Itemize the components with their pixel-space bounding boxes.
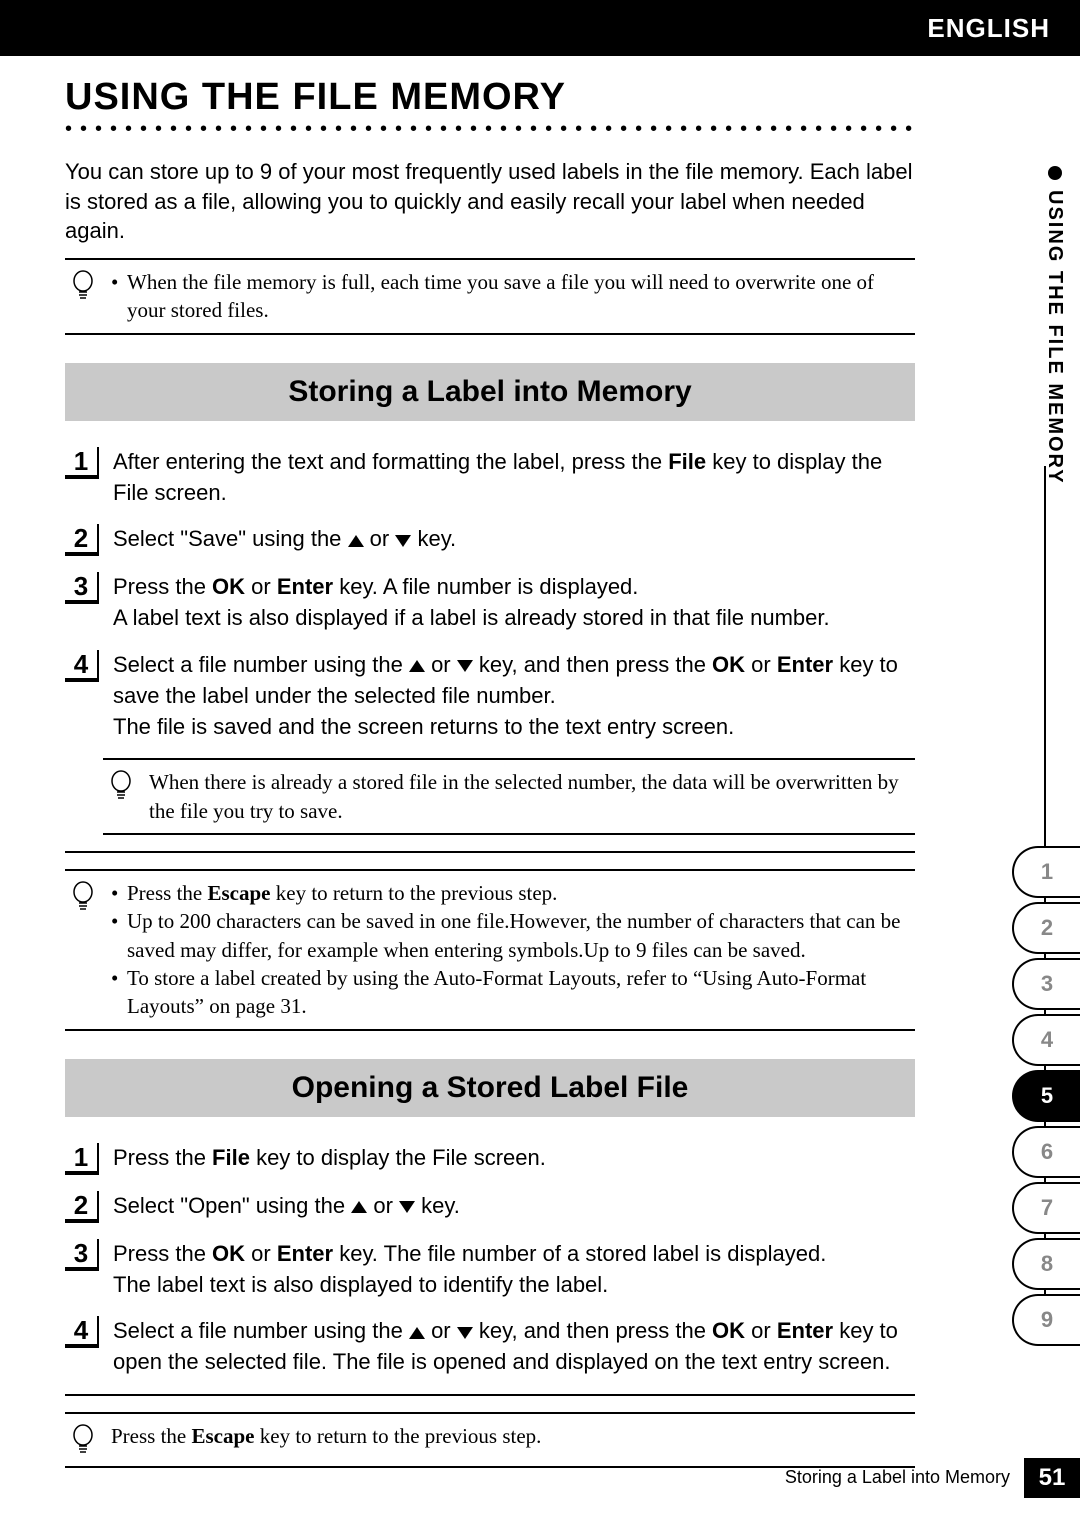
footer-label: Storing a Label into Memory [785, 1467, 1010, 1488]
note-text: When there is already a stored file in t… [149, 768, 911, 825]
triangle-up-icon [348, 535, 364, 547]
section-heading-opening: Opening a Stored Label File [65, 1059, 915, 1117]
note-box-top: When the file memory is full, each time … [65, 258, 915, 335]
step-3: 3 Press the OK or Enter key. A file numb… [65, 572, 915, 634]
step-number: 4 [65, 1316, 99, 1348]
step-body: Select "Save" using the or key. [113, 524, 915, 556]
lightbulb-icon [69, 879, 97, 1021]
lightbulb-icon [69, 268, 97, 325]
step-number: 2 [65, 1191, 99, 1223]
triangle-down-icon [457, 1327, 473, 1339]
step-body: Select a file number using the or key, a… [113, 1316, 915, 1378]
triangle-down-icon [399, 1201, 415, 1213]
top-bar: ENGLISH [0, 0, 1080, 56]
page-footer: Storing a Label into Memory 51 [785, 1458, 1080, 1498]
note-text: Press the Escape key to return to the pr… [111, 879, 911, 1021]
step-number: 3 [65, 572, 99, 604]
step-1: 1 After entering the text and formatting… [65, 447, 915, 509]
step-body: Press the OK or Enter key. The file numb… [113, 1239, 915, 1301]
vertical-section-label: USING THE FILE MEMORY [1043, 166, 1066, 485]
section-heading-storing: Storing a Label into Memory [65, 363, 915, 421]
triangle-down-icon [395, 535, 411, 547]
step-number: 1 [65, 447, 99, 479]
lightbulb-icon [107, 768, 135, 825]
note-box-inner: When there is already a stored file in t… [103, 758, 915, 835]
step-body: Select "Open" using the or key. [113, 1191, 915, 1223]
lightbulb-icon [69, 1422, 97, 1458]
step-number: 1 [65, 1143, 99, 1175]
divider [65, 851, 915, 853]
step-2: 2 Select "Open" using the or key. [65, 1191, 915, 1223]
intro-paragraph: You can store up to 9 of your most frequ… [65, 157, 915, 246]
note-text: Press the Escape key to return to the pr… [111, 1422, 541, 1458]
side-tab-8[interactable]: 8 [1012, 1238, 1080, 1290]
note-box-bottom: Press the Escape key to return to the pr… [65, 869, 915, 1031]
side-tab-2[interactable]: 2 [1012, 902, 1080, 954]
note-item: Up to 200 characters can be saved in one… [111, 907, 911, 964]
side-tab-9[interactable]: 9 [1012, 1294, 1080, 1346]
bullet-icon [1048, 166, 1062, 180]
language-label: ENGLISH [927, 13, 1050, 44]
step-4: 4 Select a file number using the or key,… [65, 1316, 915, 1378]
step-2: 2 Select "Save" using the or key. [65, 524, 915, 556]
side-tab-5[interactable]: 5 [1012, 1070, 1080, 1122]
page-title: USING THE FILE MEMORY [65, 76, 915, 119]
side-tab-7[interactable]: 7 [1012, 1182, 1080, 1234]
step-number: 3 [65, 1239, 99, 1271]
side-tabs: 123456789 [1012, 846, 1080, 1350]
side-tab-1[interactable]: 1 [1012, 846, 1080, 898]
triangle-up-icon [351, 1201, 367, 1213]
triangle-up-icon [409, 660, 425, 672]
page-number: 51 [1024, 1458, 1080, 1498]
note-item: Press the Escape key to return to the pr… [111, 879, 911, 907]
side-tab-3[interactable]: 3 [1012, 958, 1080, 1010]
side-tab-4[interactable]: 4 [1012, 1014, 1080, 1066]
divider [65, 1394, 915, 1396]
step-number: 2 [65, 524, 99, 556]
triangle-down-icon [457, 660, 473, 672]
step-number: 4 [65, 650, 99, 682]
page-body: USING THE FILE MEMORY ••••••••••••••••••… [0, 56, 1080, 1516]
step-body: Press the File key to display the File s… [113, 1143, 915, 1175]
step-1: 1 Press the File key to display the File… [65, 1143, 915, 1175]
step-body: Press the OK or Enter key. A file number… [113, 572, 915, 634]
dotted-rule: ••••••••••••••••••••••••••••••••••••••••… [65, 125, 915, 139]
note-text: When the file memory is full, each time … [111, 268, 911, 325]
step-4: 4 Select a file number using the or key,… [65, 650, 915, 742]
note-item: To store a label created by using the Au… [111, 964, 911, 1021]
step-3: 3 Press the OK or Enter key. The file nu… [65, 1239, 915, 1301]
step-body: Select a file number using the or key, a… [113, 650, 915, 742]
note-item: When the file memory is full, each time … [111, 268, 911, 325]
step-body: After entering the text and formatting t… [113, 447, 915, 509]
side-tab-6[interactable]: 6 [1012, 1126, 1080, 1178]
triangle-up-icon [409, 1327, 425, 1339]
